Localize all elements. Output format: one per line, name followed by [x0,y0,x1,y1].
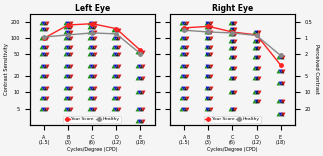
Healthy [42,36,46,38]
Healthy [231,32,234,34]
Your Score [114,28,118,29]
Title: Right Eye: Right Eye [212,4,253,13]
Healthy [255,35,258,37]
X-axis label: Cycles/Degree (CPD): Cycles/Degree (CPD) [67,147,118,152]
X-axis label: Cycles/Degree (CPD): Cycles/Degree (CPD) [207,147,258,152]
Y-axis label: Contrast Sensitivity: Contrast Sensitivity [4,43,9,95]
Line: Your Score: Your Score [42,22,142,52]
Healthy [279,54,283,56]
Healthy [66,34,70,36]
Your Score [42,37,46,39]
Legend: Your Score, Healthy: Your Score, Healthy [204,116,261,123]
Healthy [182,29,186,31]
Your Score [90,23,94,25]
Your Score [206,25,210,27]
Healthy [138,53,142,54]
Your Score [182,27,186,29]
Healthy [114,33,118,35]
Healthy [206,31,210,33]
Line: Healthy: Healthy [42,31,142,55]
Line: Your Score: Your Score [182,25,282,67]
Line: Healthy: Healthy [182,29,282,57]
Your Score [231,31,234,33]
Legend: Your Score, Healthy: Your Score, Healthy [63,116,121,123]
Your Score [66,24,70,26]
Y-axis label: Perceived Contrast: Perceived Contrast [314,44,319,94]
Your Score [138,49,142,51]
Your Score [255,34,258,36]
Title: Left Eye: Left Eye [75,4,110,13]
Your Score [279,64,283,66]
Healthy [90,32,94,34]
